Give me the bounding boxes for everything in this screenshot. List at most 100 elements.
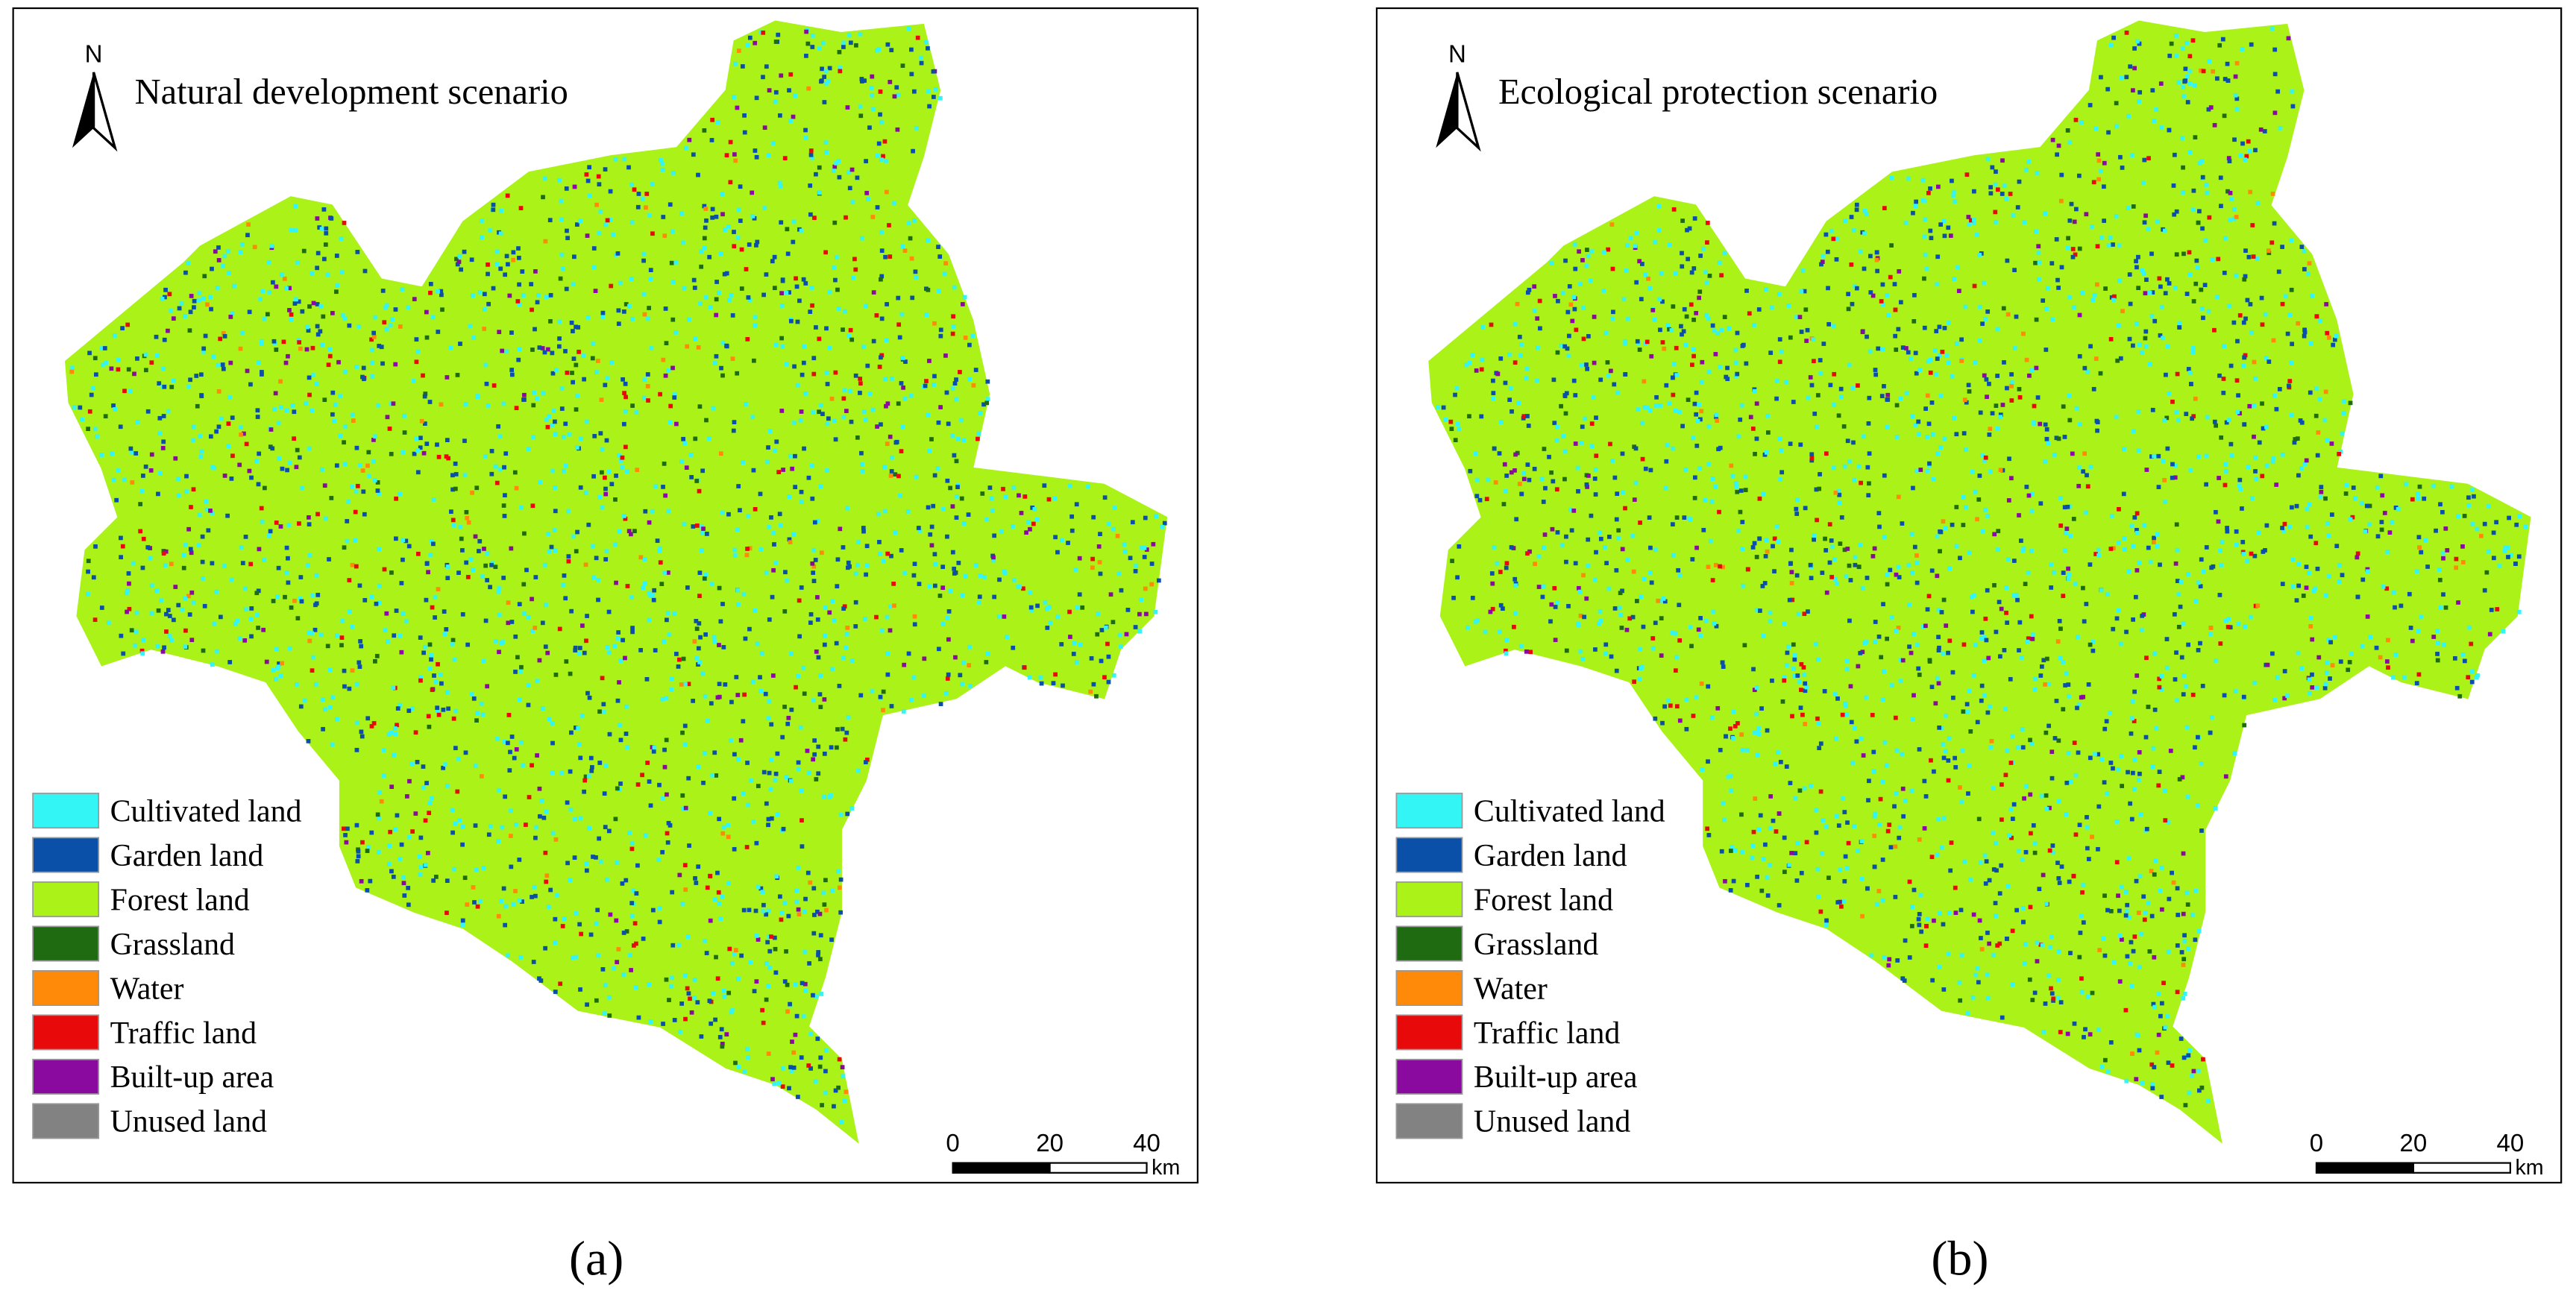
- map-pixel: [643, 509, 648, 514]
- map-pixel: [568, 671, 573, 676]
- map-pixel: [2310, 685, 2315, 690]
- map-pixel: [650, 231, 655, 236]
- map-pixel: [950, 433, 955, 438]
- map-pixel: [1688, 302, 1694, 307]
- map-pixel: [2379, 527, 2384, 532]
- map-pixel: [1532, 467, 1537, 471]
- map-pixel: [2484, 570, 2489, 575]
- map-pixel: [630, 403, 635, 408]
- map-pixel: [2035, 959, 2040, 963]
- map-pixel: [1643, 466, 1648, 471]
- map-pixel: [594, 998, 599, 1003]
- map-pixel: [1930, 978, 1935, 983]
- map-pixel: [818, 1055, 823, 1060]
- map-pixel: [2166, 1060, 2171, 1066]
- map-pixel: [499, 899, 503, 904]
- map-pixel: [318, 329, 323, 334]
- map-pixel: [651, 749, 656, 754]
- map-pixel: [2064, 671, 2069, 676]
- map-pixel: [1448, 419, 1454, 424]
- map-pixel: [135, 420, 140, 424]
- map-pixel: [1864, 695, 1869, 700]
- map-pixel: [529, 282, 534, 286]
- map-pixel: [2436, 641, 2440, 646]
- map-pixel: [1818, 741, 1823, 746]
- map-pixel: [2052, 453, 2057, 457]
- map-pixel: [1924, 266, 1929, 271]
- map-pixel: [2235, 339, 2240, 344]
- land-use-pixels: [1436, 26, 2528, 1107]
- map-pixel: [483, 563, 489, 568]
- map-pixel: [2290, 557, 2296, 562]
- map-pixel: [181, 553, 186, 558]
- map-pixel: [1486, 477, 1491, 482]
- map-pixel: [929, 437, 934, 441]
- map-pixel: [276, 421, 281, 426]
- map-pixel: [1609, 222, 1615, 227]
- map-pixel: [753, 608, 758, 613]
- map-pixel: [2176, 80, 2181, 85]
- map-pixel: [2071, 874, 2076, 878]
- map-pixel: [1848, 684, 1853, 689]
- map-pixel: [2272, 110, 2278, 116]
- map-pixel: [2243, 624, 2248, 629]
- map-pixel: [1650, 308, 1656, 312]
- map-pixel: [550, 831, 556, 836]
- map-pixel: [2081, 920, 2086, 925]
- map-pixel: [1897, 825, 1903, 830]
- map-pixel: [2354, 555, 2360, 560]
- map-pixel: [1124, 632, 1129, 637]
- map-pixel: [826, 416, 831, 421]
- map-pixel: [415, 448, 420, 453]
- map-pixel: [149, 360, 154, 365]
- map-pixel: [477, 538, 483, 544]
- map-pixel: [423, 644, 427, 649]
- map-pixel: [2172, 152, 2177, 157]
- map-pixel: [1564, 534, 1568, 539]
- map-pixel: [1941, 218, 1947, 224]
- map-pixel: [927, 584, 932, 589]
- map-pixel: [726, 990, 732, 995]
- map-pixel: [533, 269, 538, 274]
- map-pixel: [1843, 218, 1848, 223]
- map-pixel: [1664, 459, 1669, 464]
- map-pixel: [1692, 401, 1697, 406]
- map-pixel: [471, 567, 476, 573]
- map-pixel: [2009, 476, 2014, 481]
- map-pixel: [662, 747, 667, 752]
- map-pixel: [395, 813, 400, 818]
- map-pixel: [775, 751, 780, 756]
- map-pixel: [687, 843, 691, 848]
- map-pixel: [625, 745, 630, 750]
- map-pixel: [2176, 418, 2181, 423]
- map-pixel: [807, 770, 811, 776]
- map-pixel: [2193, 83, 2197, 88]
- map-pixel: [2029, 549, 2034, 553]
- map-pixel: [2207, 59, 2212, 64]
- map-pixel: [322, 483, 327, 488]
- map-pixel: [824, 150, 829, 155]
- map-pixel: [738, 184, 743, 189]
- map-pixel: [1498, 570, 1503, 574]
- map-pixel: [1610, 266, 1615, 271]
- map-pixel: [970, 333, 976, 339]
- map-pixel: [203, 333, 208, 339]
- map-pixel: [696, 646, 701, 651]
- map-pixel: [572, 184, 577, 189]
- map-pixel: [2223, 774, 2228, 779]
- map-pixel: [347, 686, 352, 691]
- map-pixel: [553, 940, 558, 946]
- map-pixel: [2009, 384, 2014, 389]
- map-pixel: [2081, 469, 2086, 474]
- map-pixel: [1917, 368, 1923, 372]
- map-pixel: [2147, 949, 2152, 954]
- map-pixel: [154, 353, 160, 358]
- map-pixel: [2308, 691, 2312, 696]
- map-pixel: [2038, 501, 2043, 506]
- map-pixel: [1710, 476, 1715, 481]
- map-pixel: [1715, 705, 1721, 711]
- map-pixel: [1876, 889, 1882, 893]
- map-pixel: [623, 516, 628, 521]
- map-pixel: [479, 701, 484, 706]
- map-pixel: [477, 549, 481, 553]
